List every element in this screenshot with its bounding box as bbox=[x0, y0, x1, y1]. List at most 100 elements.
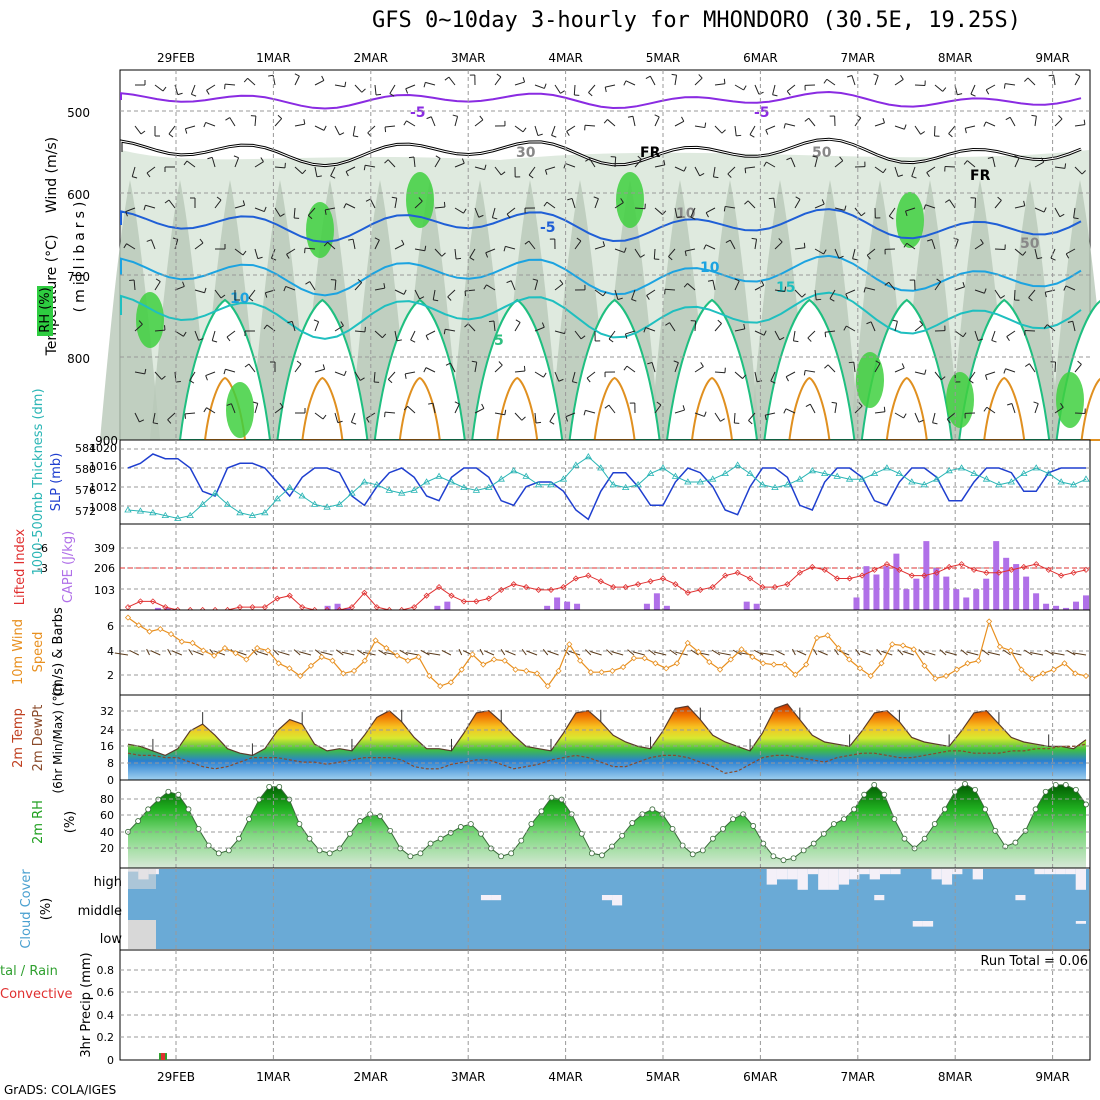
wind-barb bbox=[991, 330, 996, 341]
wind-barb-flag bbox=[244, 363, 250, 368]
surface-barb bbox=[981, 649, 990, 656]
wind-barb bbox=[1054, 166, 1065, 169]
wind-barb-flag bbox=[382, 333, 387, 339]
wind-barb-flag bbox=[734, 278, 740, 282]
rh-marker bbox=[528, 821, 535, 827]
wind-barb-flag bbox=[471, 360, 477, 363]
upper-grid bbox=[120, 70, 1090, 440]
wind-barb bbox=[734, 328, 745, 332]
surface-barb bbox=[855, 648, 861, 656]
wind-barb-flag bbox=[1043, 324, 1048, 329]
wind-barb bbox=[866, 248, 876, 256]
cloud-level-low: low bbox=[100, 932, 123, 947]
wind-barb bbox=[485, 248, 496, 254]
wind-barb bbox=[314, 321, 320, 332]
wind-barb bbox=[734, 280, 740, 291]
li-series bbox=[124, 561, 1090, 614]
wind-barb bbox=[974, 242, 984, 250]
rh-marker bbox=[639, 811, 646, 818]
wind-barb-flag bbox=[528, 174, 534, 179]
wind-barb-flag bbox=[845, 293, 849, 299]
wind-barb-flag bbox=[1024, 363, 1030, 367]
date-label-top: 4MAR bbox=[548, 51, 583, 65]
wind-barb bbox=[785, 408, 796, 414]
wind-barb-flag bbox=[279, 402, 284, 408]
wind-barb bbox=[994, 200, 1002, 209]
wind-speed-marker bbox=[361, 657, 368, 664]
wind-barb-flag bbox=[645, 75, 651, 79]
wind-barb-flag bbox=[242, 250, 247, 256]
cape-bar bbox=[344, 607, 351, 610]
surface-barb bbox=[627, 649, 635, 656]
wind-barb-flag bbox=[226, 403, 232, 406]
wind-barb bbox=[534, 412, 537, 423]
cape-bar bbox=[1083, 595, 1089, 610]
slp-ytick: 1020 bbox=[89, 442, 117, 455]
thickness-marker bbox=[808, 467, 816, 474]
wind-barb-flag bbox=[268, 74, 274, 77]
thickness-marker bbox=[982, 475, 991, 482]
date-label-bottom: 3MAR bbox=[451, 1070, 486, 1084]
thickness-marker bbox=[497, 475, 505, 482]
precip-ytick: 0 bbox=[107, 1054, 114, 1067]
thickness-marker bbox=[883, 464, 891, 471]
surface-barb bbox=[427, 652, 441, 656]
wind-barb-flag bbox=[464, 290, 467, 297]
wind-barb-flag bbox=[756, 380, 763, 383]
cloud-bar bbox=[1034, 869, 1045, 875]
wind-barb-flag bbox=[681, 116, 685, 122]
wind-barb bbox=[125, 207, 136, 213]
li-marker bbox=[162, 604, 169, 611]
wind-barb-flag bbox=[330, 175, 336, 179]
wind-ytick: 4 bbox=[107, 645, 114, 658]
rh-marker bbox=[377, 813, 384, 820]
wind-barb-flag bbox=[962, 332, 967, 338]
thickness-marker bbox=[447, 478, 456, 485]
surface-barb bbox=[299, 651, 312, 656]
thickness-marker bbox=[435, 472, 443, 479]
wind-barb-flag bbox=[177, 92, 183, 96]
rh-marker bbox=[407, 853, 414, 860]
li-marker bbox=[709, 584, 716, 591]
surface-barb bbox=[760, 652, 774, 656]
wind-barb bbox=[846, 325, 856, 332]
wind-barb-flag bbox=[823, 249, 827, 255]
precip-ylabel-2: Convective bbox=[0, 987, 73, 1002]
cloud-bar bbox=[612, 895, 623, 906]
wind-speed-marker bbox=[533, 670, 541, 677]
wind-barb-flag bbox=[824, 364, 829, 369]
wind-barb bbox=[354, 84, 363, 93]
wind-barb-flag bbox=[804, 117, 810, 122]
wind-barb bbox=[294, 363, 302, 373]
surface-barb bbox=[484, 650, 495, 656]
li-marker bbox=[498, 586, 505, 593]
slp-ylabel-thk: 1000-500mb Thickness (dm) bbox=[31, 388, 46, 575]
rh-marker bbox=[1012, 839, 1019, 846]
temp-ytick: 0 bbox=[107, 774, 114, 787]
wind-speed-series bbox=[124, 614, 1090, 690]
wind-barb bbox=[293, 207, 296, 219]
wind-barb bbox=[274, 166, 286, 169]
wind-barb bbox=[794, 289, 803, 298]
surface-barb bbox=[335, 649, 344, 656]
wind-barb-flag bbox=[138, 320, 143, 325]
wind-speed-marker bbox=[598, 669, 605, 676]
wind-barb bbox=[534, 280, 539, 291]
wind-barb bbox=[874, 411, 885, 414]
rh-marker bbox=[881, 791, 888, 798]
wind-ytick: 2 bbox=[107, 669, 114, 682]
wind-barb bbox=[565, 412, 576, 418]
cloud-panel: high middle low Cloud Cover (%) bbox=[19, 867, 1091, 951]
wind-barb bbox=[454, 403, 460, 414]
wind-barb bbox=[814, 248, 824, 255]
wind-barb bbox=[986, 84, 996, 91]
wind-barb bbox=[389, 84, 396, 94]
wind-barb-flag bbox=[206, 90, 210, 95]
wind-barb bbox=[967, 160, 976, 168]
wind-barb bbox=[274, 207, 281, 217]
li-marker bbox=[261, 604, 268, 611]
cape-ylabel-li: Lifted Index bbox=[13, 528, 28, 605]
wind-barb-flag bbox=[515, 319, 521, 323]
wind-barb-flag bbox=[348, 238, 354, 241]
wind-barb bbox=[352, 125, 356, 136]
